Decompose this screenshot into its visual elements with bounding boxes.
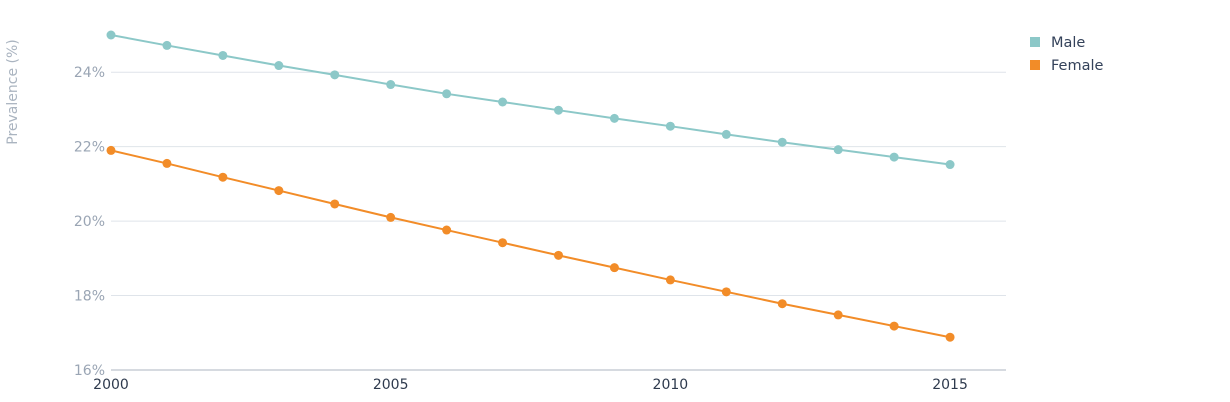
data-point-male — [386, 80, 396, 90]
x-tick-label: 2010 — [653, 377, 689, 393]
data-point-male — [665, 121, 675, 131]
data-point-male — [777, 137, 787, 147]
x-tick-label: 2005 — [373, 377, 409, 393]
data-point-female — [162, 158, 172, 168]
gridlines — [111, 71, 1006, 297]
data-point-female — [330, 199, 340, 209]
axes: 16% 18% 20% 22% 24% 2000 2005 2010 2015 — [74, 65, 1006, 393]
data-point-male — [889, 152, 899, 162]
legend-item-male[interactable]: Male — [1030, 35, 1085, 51]
data-point-female — [386, 212, 396, 222]
y-tick-label: 24% — [74, 65, 105, 81]
data-point-male — [442, 89, 452, 99]
data-point-male — [721, 129, 731, 139]
data-point-female — [442, 225, 452, 235]
data-point-female — [945, 332, 955, 342]
series-group — [106, 30, 955, 342]
data-point-male — [162, 40, 172, 50]
data-point-male — [330, 70, 340, 80]
data-point-male — [498, 97, 508, 107]
y-tick-label: 18% — [74, 289, 105, 305]
data-point-male — [106, 30, 116, 40]
legend-label: Male — [1051, 35, 1085, 51]
data-point-female — [665, 275, 675, 285]
series-male — [106, 30, 955, 170]
legend-swatch — [1030, 37, 1040, 47]
series-line-female — [110, 149, 951, 339]
legend-swatch — [1030, 60, 1040, 70]
data-point-female — [218, 172, 228, 182]
data-point-female — [721, 287, 731, 297]
data-point-female — [554, 250, 563, 260]
data-point-female — [609, 263, 619, 273]
series-line-male — [110, 34, 951, 166]
series-female — [106, 145, 955, 342]
data-point-male — [554, 105, 563, 115]
x-tick-label: 2000 — [93, 377, 129, 393]
data-point-female — [833, 310, 843, 320]
data-point-female — [106, 145, 116, 155]
data-point-female — [274, 186, 284, 196]
data-point-male — [833, 145, 843, 155]
legend-label: Female — [1051, 58, 1104, 74]
data-point-male — [218, 50, 228, 60]
data-point-female — [889, 321, 899, 331]
x-tick-label: 2015 — [932, 377, 968, 393]
data-point-female — [498, 238, 508, 248]
y-tick-label: 16% — [74, 363, 105, 379]
data-point-male — [945, 160, 955, 170]
data-point-male — [274, 61, 284, 71]
y-tick-label: 22% — [74, 140, 105, 156]
data-point-female — [777, 299, 787, 309]
legend[interactable]: Male Female — [1030, 35, 1104, 74]
data-point-male — [609, 113, 619, 123]
legend-item-female[interactable]: Female — [1030, 58, 1104, 74]
y-axis-title: Prevalence (%) — [5, 39, 21, 145]
y-tick-label: 20% — [74, 214, 105, 230]
